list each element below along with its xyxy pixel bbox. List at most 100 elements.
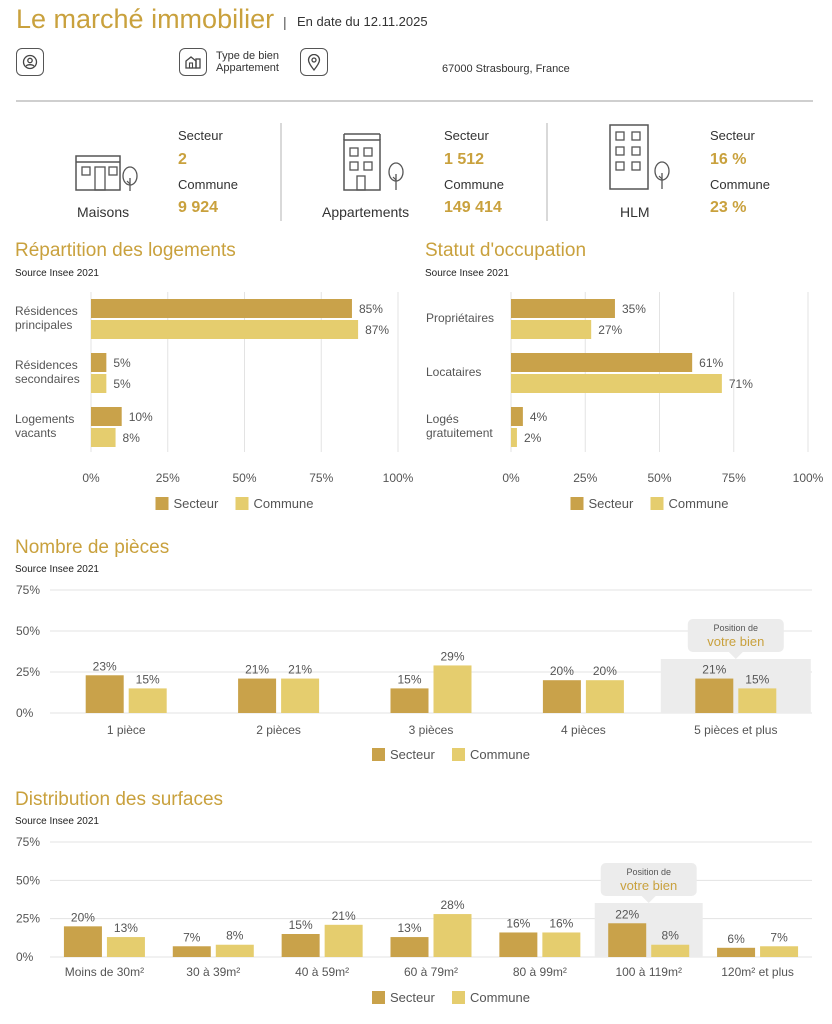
category-label: 100 à 119m² — [615, 965, 682, 979]
data-label: 7% — [770, 930, 788, 944]
data-label: 71% — [729, 377, 753, 391]
bar-secteur — [91, 353, 107, 372]
stat-secteur-value: 16 % — [710, 151, 747, 168]
category-label: Propriétaires — [426, 311, 494, 325]
property-type-label: Type de bien — [216, 50, 279, 62]
chart-distribution-surfaces: 0% 25% 50% 75% 20% 13% Moins de 30m² 7% 8% 30 à 3… — [16, 835, 812, 1005]
data-label: 20% — [593, 664, 617, 678]
tooltip-title: votre bien — [707, 634, 764, 649]
category-label: Résidences — [15, 304, 78, 318]
category-label: 2 pièces — [256, 723, 301, 737]
tooltip-title: votre bien — [620, 878, 677, 893]
category-label: 4 pièces — [561, 723, 606, 737]
stat-commune-value: 9 924 — [178, 199, 219, 216]
chart-title-statut: Statut d'occupation — [425, 240, 587, 261]
data-label: 13% — [397, 921, 421, 935]
chart-title-surfaces: Distribution des surfaces — [15, 789, 224, 810]
legend-label-commune: Commune — [470, 747, 530, 762]
legend-swatch-commune — [452, 991, 465, 1004]
bar-commune — [433, 914, 472, 957]
bar-secteur — [281, 934, 320, 957]
bar-secteur — [511, 353, 693, 372]
stat-category-maisons: Maisons — [77, 204, 130, 220]
data-label: 23% — [93, 659, 117, 673]
stat-commune-label: Commune — [710, 177, 770, 192]
legend-label-commune: Commune — [254, 496, 314, 511]
data-label: 21% — [332, 909, 356, 923]
report-date: En date du 12.11.2025 — [297, 14, 428, 29]
data-label: 21% — [245, 663, 269, 677]
legend-swatch-commune — [650, 497, 664, 510]
x-tick-label: 25% — [573, 471, 597, 485]
bar-commune — [511, 374, 722, 393]
legend-label-secteur: Secteur — [390, 990, 435, 1005]
chart-repartition-logements: 0% 25% 50% 75% 100%Résidencesprincipales85%8… — [15, 292, 414, 511]
bar-commune — [433, 665, 472, 713]
data-label: 21% — [288, 663, 312, 677]
chart-source-surfaces: Source Insee 2021 — [15, 816, 99, 827]
data-label: 61% — [699, 356, 723, 370]
position-tooltip — [687, 619, 784, 652]
title-separator: | — [283, 14, 287, 30]
stat-secteur-label: Secteur — [178, 128, 223, 143]
y-tick-label: 75% — [16, 835, 40, 849]
chart-nombre-pieces: 0% 25% 50% 75% 23% 15% 1 pièce 21% 21% 2 pièces 15… — [16, 583, 812, 762]
bar-commune — [215, 944, 254, 957]
bar-secteur — [717, 947, 756, 957]
user-icon[interactable] — [16, 48, 44, 76]
x-tick-label: 0% — [502, 471, 520, 485]
x-tick-label: 100% — [383, 471, 414, 485]
bar-secteur — [172, 946, 211, 957]
legend-label-secteur: Secteur — [390, 747, 435, 762]
category-label: gratuitement — [426, 426, 493, 440]
stat-category-appartements: Appartements — [322, 204, 410, 220]
data-label: 13% — [114, 921, 138, 935]
highlight-box — [660, 659, 811, 713]
data-label: 21% — [702, 663, 726, 677]
category-label: secondaires — [15, 372, 80, 386]
bar-secteur — [511, 299, 615, 318]
chart-statut-occupation: 0% 25% 50% 75% 100% Propriétaires 35%27% Locata… — [426, 292, 824, 511]
legend-label-secteur: Secteur — [589, 496, 634, 511]
stats-divider — [546, 123, 548, 221]
x-tick-label: 50% — [232, 471, 256, 485]
stat-secteur-value: 1 512 — [444, 151, 485, 168]
legend-swatch-secteur — [372, 991, 385, 1004]
y-tick-label: 50% — [16, 873, 40, 887]
category-label: Logés — [426, 412, 459, 426]
data-label: 15% — [397, 672, 421, 686]
bar-commune — [738, 688, 777, 713]
y-tick-label: 25% — [16, 665, 40, 679]
bar-commune — [511, 428, 517, 447]
chart-source-repartition: Source Insee 2021 — [15, 268, 99, 279]
property-address: 67000 Strasbourg, France — [442, 63, 570, 75]
legend-swatch-commune — [452, 748, 465, 761]
legend-label-commune: Commune — [669, 496, 729, 511]
legend-swatch-secteur — [372, 748, 385, 761]
location-pin-icon — [300, 48, 328, 76]
data-label: 29% — [440, 649, 464, 663]
stat-secteur-label: Secteur — [444, 128, 489, 143]
legend-swatch-secteur — [155, 497, 169, 510]
legend-label-secteur: Secteur — [174, 496, 219, 511]
y-tick-label: 75% — [16, 583, 40, 597]
x-tick-label: 25% — [156, 471, 180, 485]
bar-commune — [651, 944, 690, 957]
bar-commune — [585, 680, 624, 713]
bar-commune — [106, 937, 145, 957]
chart-title-repartition: Répartition des logements — [15, 240, 236, 261]
bar-secteur — [91, 407, 122, 426]
bar-secteur — [91, 299, 352, 318]
x-tick-label: 100% — [793, 471, 824, 485]
tooltip-pointer — [728, 652, 743, 659]
data-label: 16% — [549, 916, 573, 930]
category-label: 5 pièces et plus — [694, 723, 777, 737]
category-label: 120m² et plus — [721, 965, 794, 979]
bar-commune — [760, 946, 799, 957]
bar-secteur — [499, 932, 538, 957]
apartment-building-icon — [342, 132, 408, 197]
x-tick-label: 75% — [309, 471, 333, 485]
tower-building-icon — [608, 123, 674, 198]
bar-secteur — [608, 923, 647, 957]
house-icon — [74, 148, 140, 197]
